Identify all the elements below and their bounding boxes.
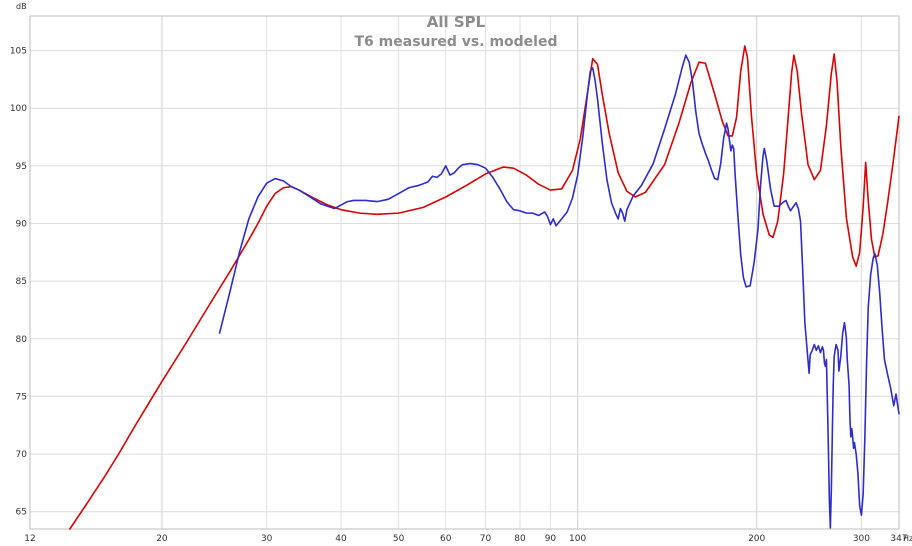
x-tick-label: 80 — [514, 534, 526, 544]
series-line-1 — [69, 45, 900, 530]
y-tick-label: 95 — [16, 162, 27, 172]
grid — [29, 16, 900, 529]
chart-title: All SPL — [427, 13, 486, 31]
plot-frame — [29, 15, 900, 530]
x-tick-label: 100 — [569, 534, 586, 544]
y-tick-label: 80 — [16, 335, 28, 345]
y-tick-label: 75 — [16, 392, 27, 402]
y-tick-label: 85 — [16, 277, 27, 287]
x-tick-label: 200 — [748, 534, 765, 544]
x-tick-label: 12 — [24, 534, 35, 544]
x-tick-label: 50 — [393, 534, 405, 544]
series-lines — [69, 45, 900, 530]
y-tick-label: 65 — [16, 508, 27, 518]
x-tick-label: 40 — [335, 534, 347, 544]
chart-subtitle: T6 measured vs. modeled — [355, 34, 558, 50]
x-tick-label: 20 — [156, 534, 168, 544]
series-line-2 — [218, 54, 900, 529]
y-unit-label: dB — [16, 2, 27, 11]
x-tick-label: 70 — [480, 534, 492, 544]
x-tick-label: 90 — [545, 534, 557, 544]
y-tick-label: 100 — [10, 104, 27, 114]
x-tick-label: 30 — [261, 534, 273, 544]
x-tick-label: 300 — [853, 534, 870, 544]
y-tick-label: 70 — [16, 450, 28, 460]
title-block: All SPL T6 measured vs. modeled — [355, 13, 558, 50]
y-tick-label: 105 — [10, 47, 27, 57]
x-tick-label: 60 — [440, 534, 452, 544]
y-tick-label: 90 — [16, 220, 28, 230]
axes — [29, 15, 900, 530]
x-unit-label: Hz — [903, 534, 912, 543]
x-tick-label: 347 — [890, 534, 907, 544]
